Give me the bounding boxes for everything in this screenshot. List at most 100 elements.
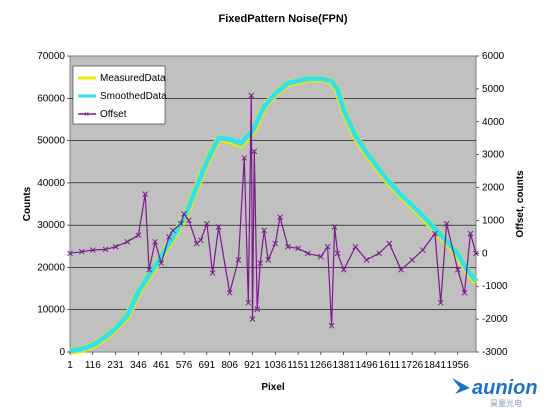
offset-point bbox=[265, 257, 271, 263]
offset-point bbox=[235, 257, 242, 263]
offset-point bbox=[285, 243, 291, 250]
x-tick-label: 1726 bbox=[401, 360, 424, 371]
offset-point bbox=[185, 217, 192, 224]
series-layer bbox=[67, 75, 479, 355]
x-tick-label: 1381 bbox=[333, 360, 356, 371]
legend-label-offset: Offset bbox=[100, 109, 127, 120]
offset-point bbox=[142, 191, 149, 197]
series-line-smootheddata bbox=[69, 76, 478, 354]
y-tick-label: 30000 bbox=[37, 220, 65, 231]
y-axis-label: Counts bbox=[22, 186, 33, 221]
offset-point bbox=[304, 250, 311, 257]
y-tick-label: 50000 bbox=[37, 136, 65, 147]
x-tick-label: 1611 bbox=[379, 360, 401, 371]
offset-point bbox=[386, 240, 393, 247]
offset-point bbox=[226, 289, 233, 296]
y-tick-label: 70000 bbox=[37, 51, 65, 62]
offset-point bbox=[152, 238, 158, 245]
offset-point bbox=[419, 247, 426, 253]
offset-point bbox=[158, 260, 165, 267]
offset-point bbox=[352, 243, 359, 250]
legend-item-smoothed: SmoothedData bbox=[78, 91, 167, 102]
offset-point bbox=[324, 243, 331, 250]
x-tick-label: 1956 bbox=[447, 360, 470, 371]
offset-point bbox=[254, 306, 261, 313]
legend-label-smoothed: SmoothedData bbox=[100, 91, 167, 102]
x-tick-label: 1036 bbox=[264, 360, 287, 371]
offset-point bbox=[112, 243, 119, 250]
offset-point bbox=[146, 266, 152, 273]
x-tick-label: 576 bbox=[176, 360, 193, 371]
offset-point bbox=[248, 92, 255, 99]
offset-point bbox=[363, 257, 370, 263]
x-axis-label: Pixel bbox=[261, 382, 285, 393]
offset-point bbox=[249, 316, 256, 322]
legend-item-measured: MeasuredData bbox=[78, 73, 166, 84]
y-tick-label: 60000 bbox=[37, 93, 65, 104]
offset-point bbox=[467, 230, 474, 237]
offset-point bbox=[241, 155, 248, 161]
x-tick-label: 346 bbox=[130, 360, 147, 371]
y2-tick-label: -1000 bbox=[482, 281, 508, 292]
x-tick-label: 1 bbox=[67, 360, 73, 371]
offset-point bbox=[67, 250, 73, 257]
y-tick-label: 20000 bbox=[37, 262, 65, 273]
offset-point bbox=[261, 227, 268, 234]
logo-arrow-icon bbox=[452, 378, 470, 394]
y-tick-label: 10000 bbox=[37, 305, 65, 316]
y2-tick-label: 3000 bbox=[482, 150, 505, 161]
offset-point bbox=[251, 148, 258, 155]
y-tick-label: 0 bbox=[59, 347, 65, 358]
y2-tick-label: 5000 bbox=[482, 84, 505, 95]
y2-tick-label: 6000 bbox=[482, 51, 505, 62]
offset-point bbox=[454, 266, 461, 273]
x-axis-ticks: 1 116 231 346 461 576 691 806 921 1036 1151 1266 138… bbox=[67, 352, 469, 371]
offset-point bbox=[215, 224, 222, 230]
y2-tick-label: 2000 bbox=[482, 183, 505, 194]
offset-point bbox=[437, 299, 444, 306]
left-axis-ticks: 0 10000 20000 30000 40000 50000 60000 70000 bbox=[37, 51, 70, 358]
x-tick-label: 691 bbox=[199, 360, 216, 371]
offset-point bbox=[89, 247, 96, 253]
x-tick-label: 921 bbox=[244, 360, 261, 371]
offset-point bbox=[331, 224, 338, 230]
x-tick-label: 1151 bbox=[287, 360, 309, 371]
offset-point bbox=[328, 322, 335, 329]
offset-point bbox=[443, 220, 450, 227]
y2-tick-label: -3000 bbox=[482, 347, 508, 358]
logo-name: aunion bbox=[472, 377, 538, 399]
offset-point bbox=[272, 240, 279, 247]
offset-point bbox=[340, 266, 347, 273]
offset-point bbox=[209, 270, 216, 276]
offset-point bbox=[398, 266, 404, 273]
offset-point bbox=[204, 220, 210, 227]
offset-point bbox=[295, 245, 301, 252]
offset-point bbox=[245, 299, 252, 306]
brand-logo: aunion 昊量光电 bbox=[452, 377, 538, 408]
logo-subtitle: 昊量光电 bbox=[490, 398, 522, 408]
y2-tick-label: 0 bbox=[482, 248, 488, 259]
offset-point bbox=[170, 227, 176, 234]
y2-tick-label: 1000 bbox=[482, 215, 505, 226]
x-tick-label: 1841 bbox=[424, 360, 447, 371]
x-tick-label: 231 bbox=[107, 360, 124, 371]
chart-title: FixedPattern Noise(FPN) bbox=[219, 13, 348, 25]
offset-point bbox=[277, 214, 283, 221]
offset-point bbox=[334, 250, 341, 257]
y2-axis-label: Offset, counts bbox=[515, 170, 526, 238]
offset-point bbox=[102, 246, 109, 253]
offset-point bbox=[409, 257, 415, 263]
y-tick-label: 40000 bbox=[37, 178, 65, 189]
legend-marker-offset: × bbox=[84, 109, 89, 119]
offset-point bbox=[376, 250, 383, 257]
x-tick-label: 806 bbox=[221, 360, 238, 371]
offset-point bbox=[166, 234, 172, 240]
legend-label-measured: MeasuredData bbox=[100, 73, 166, 84]
x-tick-label: 1266 bbox=[310, 360, 333, 371]
offset-point bbox=[181, 211, 187, 217]
right-axis-ticks: -3000 -2000 -1000 0 1000 2000 3000 4000 5000 6000 bbox=[476, 51, 508, 358]
x-tick-label: 116 bbox=[85, 360, 101, 371]
offset-point bbox=[135, 232, 142, 239]
offset-point bbox=[124, 238, 131, 245]
